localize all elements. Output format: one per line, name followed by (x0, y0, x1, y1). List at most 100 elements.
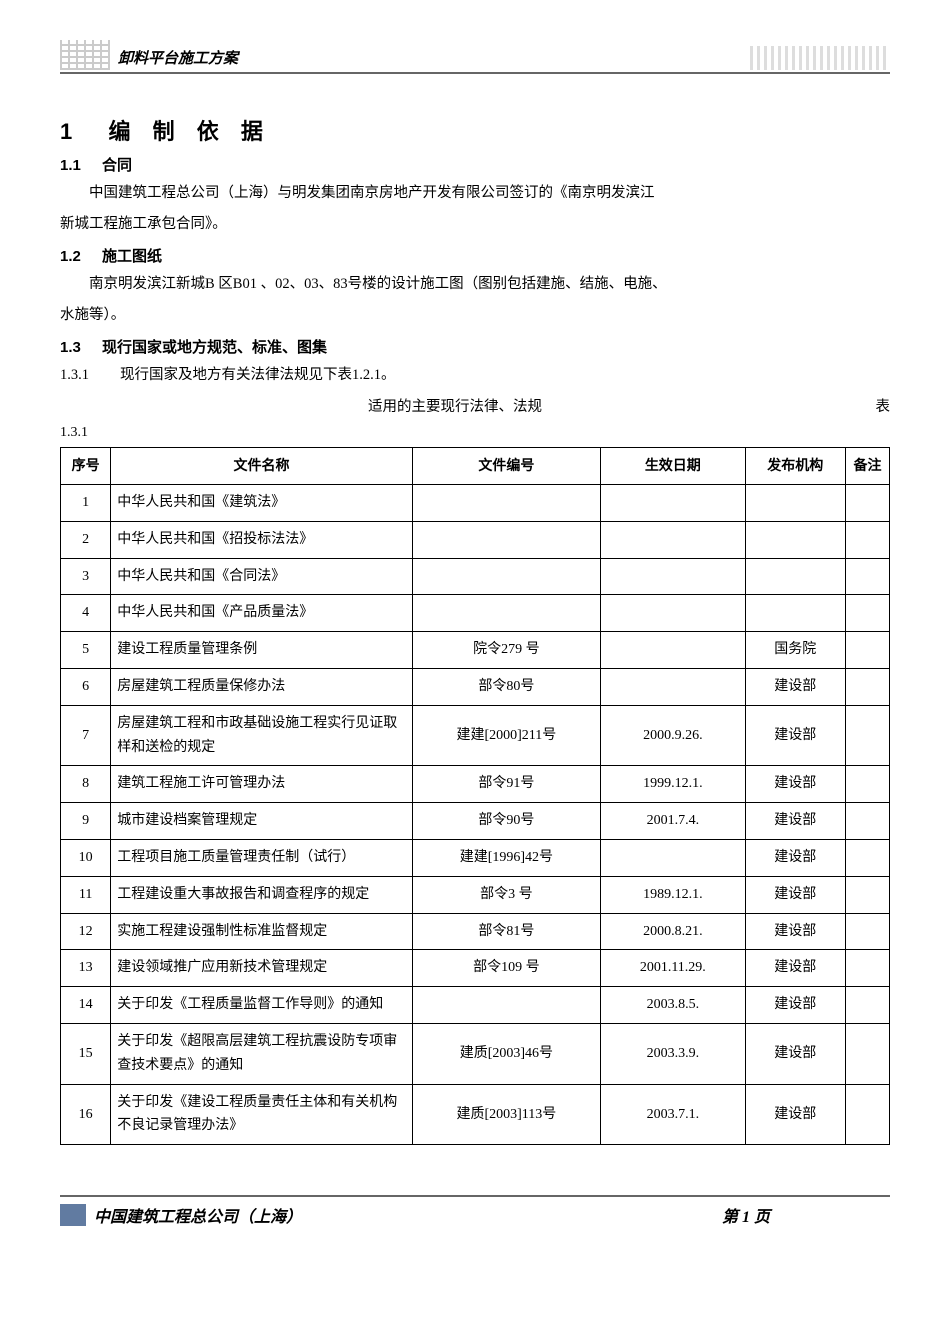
cell-idx: 8 (61, 766, 111, 803)
footer-left: 中国建筑工程总公司（上海） (60, 1203, 302, 1227)
table-row: 12实施工程建设强制性标准监督规定部令81号2000.8.21.建设部 (61, 913, 890, 950)
cell-note (846, 987, 890, 1024)
cell-code: 院令279 号 (412, 632, 600, 669)
cell-note (846, 803, 890, 840)
cell-name: 中华人民共和国《招投标法法》 (111, 521, 412, 558)
header-left: 卸料平台施工方案 (60, 40, 238, 70)
col-header-code: 文件编号 (412, 448, 600, 485)
cell-code: 部令81号 (412, 913, 600, 950)
cell-note (846, 766, 890, 803)
cell-idx: 13 (61, 950, 111, 987)
cell-name: 关于印发《工程质量监督工作导则》的通知 (111, 987, 412, 1024)
cell-idx: 14 (61, 987, 111, 1024)
document-title: 卸料平台施工方案 (118, 47, 238, 70)
section-1-heading: 1 编 制 依 据 (60, 114, 890, 146)
table-row: 11工程建设重大事故报告和调查程序的规定部令3 号1989.12.1.建设部 (61, 876, 890, 913)
section-1-2-title: 施工图纸 (102, 248, 162, 265)
table-header-row: 序号 文件名称 文件编号 生效日期 发布机构 备注 (61, 448, 890, 485)
cell-date: 1999.12.1. (601, 766, 745, 803)
page-footer: 中国建筑工程总公司（上海） 第 1 页 (60, 1195, 890, 1227)
cell-code (412, 558, 600, 595)
section-1-1-num: 1.1 (60, 157, 102, 174)
cell-note (846, 1084, 890, 1145)
col-header-idx: 序号 (61, 448, 111, 485)
footer-page-suffix: 页 (750, 1209, 770, 1226)
cell-org: 国务院 (745, 632, 845, 669)
cell-note (846, 840, 890, 877)
cell-name: 建筑工程施工许可管理办法 (111, 766, 412, 803)
cell-name: 房屋建筑工程质量保修办法 (111, 669, 412, 706)
cell-note (846, 705, 890, 766)
footer-page-num: 1 (742, 1209, 750, 1226)
cell-name: 房屋建筑工程和市政基础设施工程实行见证取样和送检的规定 (111, 705, 412, 766)
cell-org: 建设部 (745, 987, 845, 1024)
cell-date (601, 485, 745, 522)
col-header-date: 生效日期 (601, 448, 745, 485)
cell-code (412, 595, 600, 632)
cell-org (745, 521, 845, 558)
cell-date (601, 558, 745, 595)
page-header: 卸料平台施工方案 (60, 40, 890, 74)
cell-org (745, 595, 845, 632)
table-row: 4中华人民共和国《产品质量法》 (61, 595, 890, 632)
cell-name: 关于印发《建设工程质量责任主体和有关机构不良记录管理办法》 (111, 1084, 412, 1145)
header-logo-icon (60, 40, 110, 70)
cell-note (846, 913, 890, 950)
cell-org: 建设部 (745, 1084, 845, 1145)
section-1-1: 1.1合同 中国建筑工程总公司（上海）与明发集团南京房地产开发有限公司签订的《南… (60, 154, 890, 239)
footer-page-indicator: 第 1 页 (722, 1203, 890, 1227)
section-1-num: 1 (60, 119, 80, 144)
cell-note (846, 876, 890, 913)
cell-org: 建设部 (745, 950, 845, 987)
cell-code: 建建[1996]42号 (412, 840, 600, 877)
cell-note (846, 669, 890, 706)
cell-idx: 15 (61, 1024, 111, 1085)
table-row: 1中华人民共和国《建筑法》 (61, 485, 890, 522)
section-1-1-para-line1: 中国建筑工程总公司（上海）与明发集团南京房地产开发有限公司签订的《南京明发滨江 (60, 179, 890, 208)
table-caption-row: 适用的主要现行法律、法规 表 (60, 394, 890, 420)
cell-name: 工程项目施工质量管理责任制（试行） (111, 840, 412, 877)
cell-idx: 10 (61, 840, 111, 877)
cell-idx: 11 (61, 876, 111, 913)
cell-org: 建设部 (745, 876, 845, 913)
cell-date: 2000.8.21. (601, 913, 745, 950)
cell-code: 建质[2003]46号 (412, 1024, 600, 1085)
cell-code (412, 485, 600, 522)
cell-org: 建设部 (745, 803, 845, 840)
cell-idx: 9 (61, 803, 111, 840)
cell-name: 城市建设档案管理规定 (111, 803, 412, 840)
footer-page-prefix: 第 (722, 1209, 742, 1226)
cell-idx: 6 (61, 669, 111, 706)
section-1-2-para-line2: 水施等）。 (60, 301, 890, 330)
table-caption-right: 表 (850, 394, 890, 420)
header-pattern-icon (750, 46, 890, 70)
cell-org: 建设部 (745, 840, 845, 877)
cell-date: 2003.3.9. (601, 1024, 745, 1085)
cell-name: 中华人民共和国《建筑法》 (111, 485, 412, 522)
cell-date: 2000.9.26. (601, 705, 745, 766)
cell-name: 中华人民共和国《合同法》 (111, 558, 412, 595)
section-1-3-1-num: 1.3.1 (60, 361, 120, 390)
table-row: 5建设工程质量管理条例院令279 号国务院 (61, 632, 890, 669)
col-header-name: 文件名称 (111, 448, 412, 485)
table-row: 7房屋建筑工程和市政基础设施工程实行见证取样和送检的规定建建[2000]211号… (61, 705, 890, 766)
table-header: 序号 文件名称 文件编号 生效日期 发布机构 备注 (61, 448, 890, 485)
cell-idx: 4 (61, 595, 111, 632)
cell-idx: 12 (61, 913, 111, 950)
cell-code: 部令91号 (412, 766, 600, 803)
cell-name: 中华人民共和国《产品质量法》 (111, 595, 412, 632)
cell-code: 部令3 号 (412, 876, 600, 913)
cell-date (601, 669, 745, 706)
cell-org: 建设部 (745, 766, 845, 803)
table-row: 15关于印发《超限高层建筑工程抗震设防专项审查技术要点》的通知建质[2003]4… (61, 1024, 890, 1085)
section-1-2: 1.2施工图纸 南京明发滨江新城B 区B01 、02、03、83号楼的设计施工图… (60, 245, 890, 330)
cell-org: 建设部 (745, 1024, 845, 1085)
cell-org (745, 558, 845, 595)
footer-logo-icon (60, 1204, 86, 1226)
cell-date (601, 632, 745, 669)
cell-org: 建设部 (745, 669, 845, 706)
table-row: 10工程项目施工质量管理责任制（试行）建建[1996]42号 建设部 (61, 840, 890, 877)
cell-code (412, 987, 600, 1024)
section-1-1-title: 合同 (102, 157, 132, 174)
cell-code: 建建[2000]211号 (412, 705, 600, 766)
